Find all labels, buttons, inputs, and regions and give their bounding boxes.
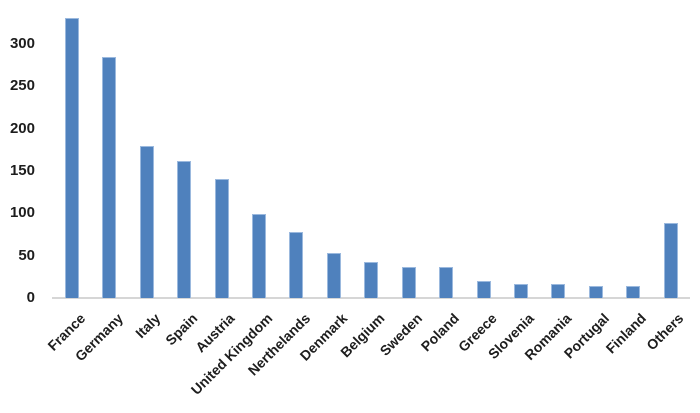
y-axis-tick-label: 250 (9, 77, 35, 95)
bar-slovenia (513, 283, 528, 298)
bar-poland (439, 266, 454, 298)
x-axis-label: Others (643, 310, 687, 354)
bar-belgium (364, 261, 379, 298)
bar-italy (139, 145, 154, 298)
bar-austria (214, 179, 229, 298)
bar-sweden (401, 266, 416, 298)
bar-spain (177, 160, 192, 298)
bar-greece (476, 281, 491, 298)
bar-portugal (588, 286, 603, 298)
x-axis-line (52, 297, 690, 299)
y-axis-tick-label: 100 (9, 204, 35, 222)
bar-france (65, 18, 79, 298)
y-axis-tick-label: 50 (18, 246, 35, 264)
y-axis-tick-label: 300 (9, 34, 35, 52)
bar-romania (551, 283, 566, 298)
x-axis-label: Poland (418, 310, 463, 355)
x-axis-label: Italy (132, 310, 164, 342)
bar-united-kingdom (252, 214, 267, 298)
y-axis-tick-label: 200 (9, 119, 35, 137)
bar-denmark (326, 253, 341, 298)
bar-nerthelands (289, 231, 304, 298)
y-axis-tick-label: 150 (9, 161, 35, 179)
x-axis-label: Finland (602, 310, 650, 357)
y-axis-tick-label: 0 (26, 289, 35, 306)
bar-finland (626, 286, 641, 298)
bar-others (663, 223, 678, 298)
bar-germany (102, 56, 117, 298)
